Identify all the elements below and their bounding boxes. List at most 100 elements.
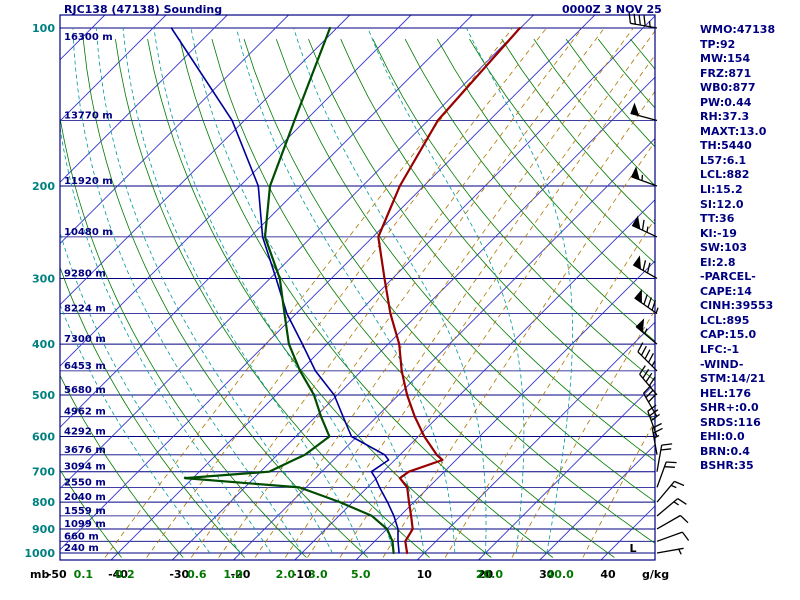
mixing-ratio-label: 0.1 xyxy=(74,568,94,581)
pressure-tick-label: 200 xyxy=(32,180,55,193)
height-label: 4292 m xyxy=(64,427,106,438)
height-label: 2040 m xyxy=(64,492,106,503)
index-line: TP:92 xyxy=(700,37,736,51)
temp-tick-label: -40 xyxy=(108,568,128,581)
height-label: 8224 m xyxy=(64,304,106,315)
index-line: BSHR:35 xyxy=(700,459,754,473)
pressure-tick-label: 100 xyxy=(32,22,55,35)
index-line: EHI:0.0 xyxy=(700,430,745,444)
height-label: 6453 m xyxy=(64,361,106,372)
wind-barb xyxy=(656,531,690,542)
index-line: EI:2.8 xyxy=(700,255,736,269)
mixing-unit-label: g/kg xyxy=(642,568,669,581)
index-line: MAXT:13.0 xyxy=(700,124,767,138)
height-label: 11920 m xyxy=(64,176,113,187)
wind-barb xyxy=(656,443,673,472)
height-label: 7300 m xyxy=(64,334,106,345)
profiles xyxy=(170,26,521,555)
mixing-ratio-label: 3.0 xyxy=(308,568,328,581)
wind-barb xyxy=(637,342,658,372)
mixing-ratio-lines xyxy=(104,27,655,558)
temp-tick-label: -30 xyxy=(169,568,189,581)
height-label: 1559 m xyxy=(64,506,106,517)
temp-tick-label: -20 xyxy=(231,568,251,581)
mixing-ratio-label: 0.6 xyxy=(187,568,207,581)
pressure-tick-label: 700 xyxy=(32,466,55,479)
wetbulb-curve xyxy=(170,27,400,554)
index-line: CAP:15.0 xyxy=(700,328,757,342)
height-label: 240 m xyxy=(64,543,99,554)
dry-adiabats xyxy=(60,38,655,558)
mixing-ratio-label: 1.0 xyxy=(223,568,243,581)
chart-datetime: 0000Z 3 NOV 25 xyxy=(562,3,662,16)
index-line: SHR+:0.0 xyxy=(700,401,759,415)
wind-barb xyxy=(635,318,658,345)
height-label: 13770 m xyxy=(64,110,113,121)
wind-barb xyxy=(656,547,684,555)
plot-border xyxy=(59,14,656,561)
temp-tick-label: -10 xyxy=(292,568,312,581)
index-line: FRZ:871 xyxy=(700,66,752,80)
wind-barb xyxy=(634,289,659,315)
temperature-curve xyxy=(377,26,521,555)
index-line: L57:6.1 xyxy=(700,153,747,167)
wind-barb xyxy=(656,480,685,503)
mixing-ratio-label: 2.0 xyxy=(276,568,296,581)
wind-barb xyxy=(656,514,689,530)
wind-barb xyxy=(651,422,663,455)
pressure-tick-label: 900 xyxy=(32,523,55,536)
height-label: 660 m xyxy=(64,531,99,542)
height-label: 2550 m xyxy=(64,477,106,488)
pressure-tick-label: 500 xyxy=(32,389,55,402)
chart-title: RJC138 (47138) Sounding xyxy=(64,3,223,16)
pressure-gridlines xyxy=(60,27,655,554)
mixing-ratio-label: 20.0 xyxy=(476,568,503,581)
index-line: TH:5440 xyxy=(700,139,752,153)
height-label: 9280 m xyxy=(64,268,106,279)
index-line: -WIND- xyxy=(700,357,744,371)
indices-panel: WMO:47138 TP:92 MW:154 FRZ:871 WB0:877 PW:0.4… xyxy=(700,23,775,474)
wind-barb xyxy=(630,102,658,122)
dewpoint-curve xyxy=(183,26,395,555)
index-line: SW:103 xyxy=(700,241,748,255)
index-line: RH:37.3 xyxy=(700,110,750,124)
index-line: -PARCEL- xyxy=(700,270,756,284)
height-label: 5680 m xyxy=(64,385,106,396)
wind-barb xyxy=(639,365,658,396)
moist-adiabats xyxy=(60,27,573,554)
height-label: 4962 m xyxy=(64,407,106,418)
wind-barb xyxy=(628,12,658,29)
temp-tick-label: 10 xyxy=(417,568,433,581)
index-line: SRDS:116 xyxy=(700,415,761,429)
wind-barbs xyxy=(628,12,690,555)
mixing-ratio-label: 40.0 xyxy=(547,568,574,581)
pressure-tick-label: 600 xyxy=(32,431,55,444)
mixing-ratio-label: 0.2 xyxy=(115,568,135,581)
index-line: LFC:-1 xyxy=(700,343,740,357)
index-line: KI:-19 xyxy=(700,226,737,240)
temp-tick-label: 40 xyxy=(600,568,616,581)
index-line: LCL:882 xyxy=(700,168,750,182)
wind-barb xyxy=(656,498,687,517)
background-grid xyxy=(60,15,655,560)
index-line: CINH:39553 xyxy=(700,299,774,313)
pressure-unit-label: mb xyxy=(30,568,49,581)
index-line: TT:36 xyxy=(700,212,735,226)
temp-tick-label: 30 xyxy=(539,568,555,581)
low-marker: L xyxy=(629,542,636,555)
index-line: CAPE:14 xyxy=(700,284,752,298)
pressure-tick-label: 1000 xyxy=(24,547,55,560)
index-line: SI:12.0 xyxy=(700,197,744,211)
height-label: 3094 m xyxy=(64,462,106,473)
height-label: 10480 m xyxy=(64,227,113,238)
index-line: LCL:895 xyxy=(700,313,750,327)
height-label: 16300 m xyxy=(64,32,113,43)
index-line: LI:15.2 xyxy=(700,183,743,197)
index-line: MW:154 xyxy=(700,52,751,66)
index-line: HEL:176 xyxy=(700,386,752,400)
temp-tick-label: 20 xyxy=(478,568,494,581)
index-line: WMO:47138 xyxy=(700,23,776,36)
height-label: 1099 m xyxy=(64,519,106,530)
pressure-tick-label: 300 xyxy=(32,272,55,285)
